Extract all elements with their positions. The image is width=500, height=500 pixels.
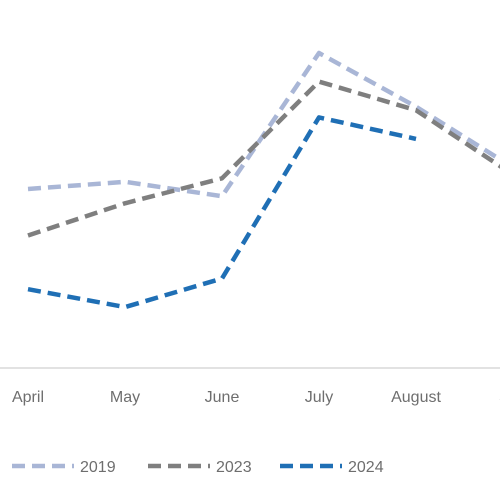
data-point-2024-July [317, 115, 321, 119]
x-tick-label-may: May [110, 389, 140, 406]
data-point-2019-April [26, 187, 30, 191]
x-tick-label-august: August [391, 389, 441, 406]
data-point-2019-June [220, 194, 224, 198]
data-point-2024-April [26, 287, 30, 291]
legend-label-2023: 2023 [216, 459, 252, 476]
series-line-2024 [27, 115, 417, 310]
x-tick-labels: AprilMayJuneJulyAugustSept [12, 389, 500, 406]
x-tick-label-april: April [12, 389, 44, 406]
data-point-2023-April [26, 234, 30, 238]
data-point-2023-June [220, 176, 224, 180]
data-point-2024-August [414, 137, 418, 141]
data-point-2023-August [414, 108, 418, 112]
series-line-2023 [27, 79, 500, 238]
data-point-2023-May [123, 201, 127, 205]
x-tick-label-july: July [305, 389, 333, 406]
series-layer [26, 50, 500, 310]
legend-label-2019: 2019 [80, 459, 116, 476]
data-point-2019-May [123, 180, 127, 184]
data-point-2024-May [123, 305, 127, 309]
legend: 2019 2023 2024 [12, 459, 384, 476]
data-point-2019-August [414, 105, 418, 109]
legend-label-2024: 2024 [348, 459, 384, 476]
x-tick-label-june: June [205, 389, 240, 406]
data-point-2024-June [220, 277, 224, 281]
data-point-2023-July [317, 80, 321, 84]
series-line-2019 [27, 50, 500, 199]
data-point-2019-July [317, 51, 321, 55]
